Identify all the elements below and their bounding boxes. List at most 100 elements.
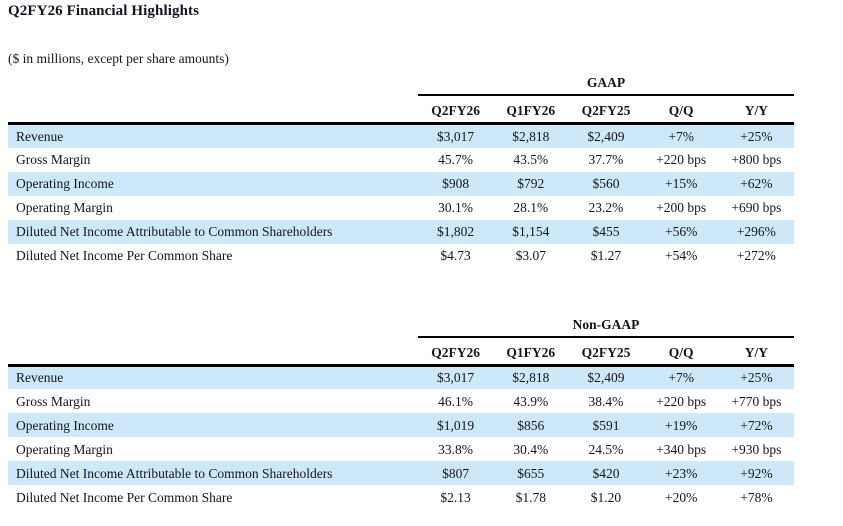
table-row-operating-margin: Operating Margin 33.8% 30.4% 24.5% +340 bps +…	[8, 437, 794, 461]
row-label: Diluted Net Income Attributable to Commo…	[8, 461, 419, 485]
row-label: Revenue	[8, 123, 418, 148]
cell-value: 37.7%	[588, 152, 624, 167]
group-header-row: GAAP	[8, 75, 794, 96]
cell-value: $1.78	[515, 489, 546, 505]
cell-value: $1,019	[418, 413, 494, 437]
cell-value: 24.5%	[588, 441, 624, 457]
cell-value: +23%	[643, 461, 719, 485]
row-label: Diluted Net Income Attributable to Commo…	[8, 219, 418, 244]
cell-value: +800 bps	[731, 152, 782, 167]
cell-value: $655	[493, 461, 569, 485]
cell-value: 38.4%	[588, 393, 624, 409]
group-header-spacer	[8, 317, 418, 337]
cell-value: +690 bps	[731, 200, 782, 215]
table-row-diluted-net-income-per-common-share: Diluted Net Income Per Common Share $2.13…	[8, 485, 794, 509]
table-row-diluted-net-income-attributable-to-common-shareholders: Diluted Net Income Attributable to Commo…	[8, 219, 794, 244]
non-gaap-table: Non-GAAP Q2FY26 Q1FY26 Q2FY25 Q/Q Y/Y Revenu…	[8, 316, 794, 510]
cell-value: $3,017	[418, 123, 494, 148]
cell-value: +78%	[740, 489, 773, 505]
cell-value: $455	[568, 219, 644, 244]
cell-value: $3.07	[515, 248, 546, 263]
row-label: Operating Income	[8, 413, 419, 437]
cell-value: 23.2%	[588, 200, 624, 215]
table-body: Revenue $3,017 $2,818 $2,409 +7% +25% Gross Ma…	[8, 123, 794, 268]
cell-value: +770 bps	[731, 393, 782, 409]
column-header-q-q: Q/Q	[643, 95, 719, 125]
table-row-revenue: Revenue $3,017 $2,818 $2,409 +7% +25%	[8, 123, 794, 148]
cell-value: +92%	[718, 461, 794, 485]
column-header-spacer	[8, 336, 419, 367]
cell-value: $2,409	[568, 365, 644, 389]
cell-value: +340 bps	[656, 441, 707, 457]
column-header-row: Q2FY26 Q1FY26 Q2FY25 Q/Q Y/Y	[8, 95, 794, 125]
cell-value: $792	[493, 171, 569, 196]
row-label: Diluted Net Income Per Common Share	[16, 248, 233, 263]
column-header-q2fy25: Q2FY25	[568, 95, 644, 125]
cell-value: $2,818	[493, 123, 569, 148]
row-label: Gross Margin	[16, 393, 91, 409]
table-row-gross-margin: Gross Margin 45.7% 43.5% 37.7% +220 bps +800 …	[8, 148, 794, 172]
column-header-row: Q2FY26 Q1FY26 Q2FY25 Q/Q Y/Y	[8, 336, 794, 367]
cell-value: +220 bps	[656, 152, 707, 167]
cell-value: +72%	[718, 413, 794, 437]
column-header-y-y: Y/Y	[718, 95, 794, 125]
column-header-y-y: Y/Y	[718, 336, 794, 367]
column-header-q2fy26: Q2FY26	[418, 336, 494, 367]
table-row-operating-income: Operating Income $908 $792 $560 +15% +62%	[8, 171, 794, 196]
cell-value: $1.27	[590, 248, 622, 263]
cell-value: 30.4%	[513, 441, 549, 457]
row-label: Operating Income	[8, 171, 418, 196]
group-label: Non-GAAP	[418, 316, 794, 338]
row-label: Diluted Net Income Per Common Share	[16, 489, 233, 505]
cell-value: +7%	[643, 365, 719, 389]
cell-value: $908	[418, 171, 494, 196]
units-note: ($ in millions, except per share amounts…	[8, 51, 229, 66]
cell-value: 45.7%	[438, 152, 474, 167]
column-header-q1fy26: Q1FY26	[493, 95, 569, 125]
cell-value: +62%	[718, 171, 794, 196]
cell-value: 28.1%	[513, 200, 549, 215]
cell-value: +56%	[643, 219, 719, 244]
cell-value: +25%	[718, 365, 794, 389]
column-header-spacer	[8, 95, 418, 125]
cell-value: $1.20	[590, 489, 622, 505]
table-row-operating-margin: Operating Margin 30.1% 28.1% 23.2% +200 bps +…	[8, 196, 794, 220]
column-header-q2fy25: Q2FY25	[568, 336, 644, 367]
cell-value: $2.13	[440, 489, 471, 505]
group-label: GAAP	[418, 75, 794, 96]
cell-value: +25%	[718, 123, 794, 148]
cell-value: +220 bps	[656, 393, 707, 409]
cell-value: $2,818	[493, 365, 569, 389]
cell-value: +272%	[736, 248, 776, 263]
cell-value: $3,017	[418, 365, 494, 389]
cell-value: 43.5%	[513, 152, 549, 167]
group-header-spacer	[8, 75, 418, 95]
cell-value: +296%	[718, 219, 794, 244]
page-title: Q2FY26 Financial Highlights	[8, 3, 200, 19]
table-row-gross-margin: Gross Margin 46.1% 43.9% 38.4% +220 bps +770 …	[8, 389, 794, 413]
cell-value: 33.8%	[438, 441, 474, 457]
cell-value: $4.73	[440, 248, 471, 263]
cell-value: 43.9%	[513, 393, 549, 409]
column-header-q2fy26: Q2FY26	[418, 95, 494, 125]
row-label: Operating Margin	[16, 200, 113, 215]
cell-value: 46.1%	[438, 393, 474, 409]
cell-value: $591	[568, 413, 644, 437]
cell-value: $560	[568, 171, 644, 196]
row-label: Operating Margin	[16, 441, 113, 457]
cell-value: +7%	[643, 123, 719, 148]
group-header-row: Non-GAAP	[8, 316, 794, 338]
table-row-revenue: Revenue $3,017 $2,818 $2,409 +7% +25%	[8, 365, 794, 389]
cell-value: 30.1%	[438, 200, 474, 215]
cell-value: $856	[493, 413, 569, 437]
gaap-table: GAAP Q2FY26 Q1FY26 Q2FY25 Q/Q Y/Y Revenue $3,…	[8, 75, 794, 268]
financial-highlights-page: Q2FY26 Financial Highlights ($ in millio…	[0, 3, 843, 526]
table-row-diluted-net-income-per-common-share: Diluted Net Income Per Common Share $4.73…	[8, 244, 794, 268]
cell-value: $807	[418, 461, 494, 485]
table-row-operating-income: Operating Income $1,019 $856 $591 +19% +72%	[8, 413, 794, 437]
column-header-q1fy26: Q1FY26	[493, 336, 569, 367]
tables-container: GAAP Q2FY26 Q1FY26 Q2FY25 Q/Q Y/Y Revenue $3,…	[0, 75, 843, 509]
cell-value: $2,409	[568, 123, 644, 148]
cell-value: +200 bps	[656, 200, 707, 215]
cell-value: +930 bps	[731, 441, 782, 457]
